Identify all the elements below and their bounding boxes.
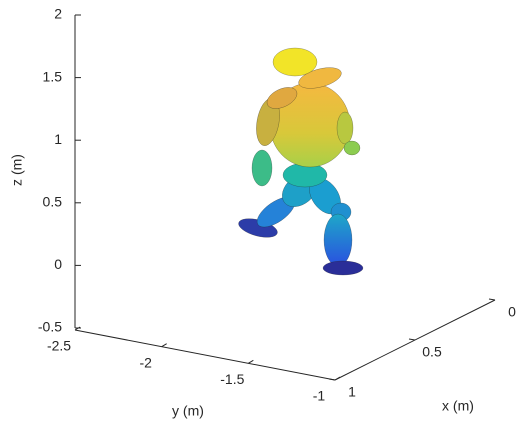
z-tick-label: 1 — [54, 131, 62, 147]
x-tick-label: 0 — [508, 304, 516, 320]
x-tick-label: 1 — [348, 384, 356, 400]
y-axis — [75, 330, 335, 380]
x-tick-label: 0.5 — [422, 344, 442, 360]
y-tick — [162, 344, 167, 347]
z-axis-label: z (m) — [9, 154, 25, 186]
z-tick-label: 1.5 — [43, 68, 63, 84]
x-tick — [409, 339, 415, 340]
y-tick — [335, 377, 340, 380]
x-tick — [329, 379, 335, 380]
chart: z (m) y (m) x (m) -0.5 0 0.5 1 1.5 2 -2.5 -2 -1.… — [0, 0, 525, 422]
x-axis-label: x (m) — [442, 398, 474, 414]
y-tick — [248, 360, 253, 363]
y-tick-label: -2.5 — [47, 338, 71, 354]
z-tick-label: 0 — [54, 256, 62, 272]
x-tick — [489, 299, 495, 300]
y-tick-label: -1.5 — [220, 371, 244, 387]
y-tick-label: -2 — [139, 354, 152, 370]
z-tick-label: 0.5 — [43, 194, 63, 210]
z-tick-label: 2 — [54, 6, 62, 22]
z-tick-label: -0.5 — [38, 319, 62, 335]
y-axis-label: y (m) — [172, 403, 204, 419]
figure — [237, 48, 363, 275]
y-tick-label: -1 — [313, 388, 326, 404]
